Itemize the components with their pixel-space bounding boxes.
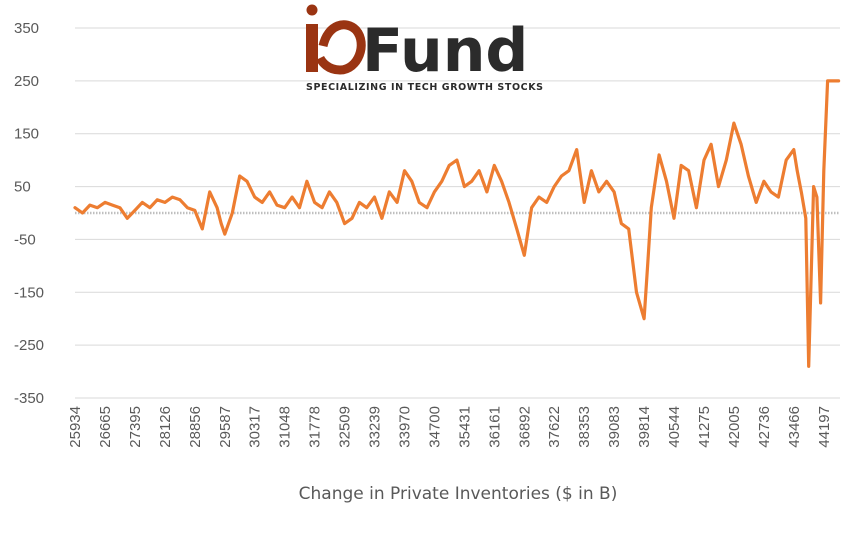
y-axis-ticks: 350 250 150 50 -50 -150 -250 -350	[14, 20, 44, 407]
x-tick-label: 39814	[636, 406, 653, 448]
gridlines	[75, 27, 840, 399]
x-tick-label: 36161	[486, 406, 503, 448]
logo-mark-icon	[306, 4, 366, 75]
x-tick-label: 25934	[67, 406, 84, 448]
y-tick-label: 350	[14, 20, 39, 37]
x-tick-label: 35431	[456, 406, 473, 448]
x-tick-label: 34700	[426, 406, 443, 448]
x-tick-label: 28126	[157, 406, 174, 448]
x-tick-label: 42736	[756, 406, 773, 448]
x-tick-label: 42005	[726, 406, 743, 448]
x-tick-label: 26665	[97, 406, 114, 448]
x-tick-label: 33239	[366, 406, 383, 448]
y-tick-label: 50	[14, 179, 31, 196]
x-axis-ticks: 25934 26665 27395 28126 28856 29587 30317 31048…	[67, 406, 833, 448]
x-tick-label: 36892	[516, 406, 533, 448]
logo-brand-text: Fund	[362, 16, 528, 86]
y-tick-label: 250	[14, 73, 39, 90]
y-tick-label: -150	[14, 284, 44, 301]
x-tick-label: 37622	[546, 406, 563, 448]
x-tick-label: 41275	[696, 406, 713, 448]
series-line	[73, 79, 841, 368]
x-tick-label: 29587	[217, 406, 234, 448]
x-tick-label: 44197	[816, 406, 833, 448]
x-tick-label: 33970	[396, 406, 413, 448]
x-tick-label: 38353	[576, 406, 593, 448]
x-tick-label: 43466	[786, 406, 803, 448]
y-tick-label: -250	[14, 337, 44, 354]
x-tick-label: 32509	[337, 406, 354, 448]
y-tick-label: 150	[14, 126, 39, 143]
x-tick-label: 31778	[307, 406, 324, 448]
x-tick-label: 40544	[666, 406, 683, 448]
x-tick-label: 31048	[277, 406, 294, 448]
y-tick-label: -350	[14, 390, 44, 407]
logo-tagline: SPECIALIZING IN TECH GROWTH STOCKS	[306, 82, 544, 93]
x-tick-label: 28856	[187, 406, 204, 448]
x-tick-label: 27395	[127, 406, 144, 448]
logo: Fund SPECIALIZING IN TECH GROWTH STOCKS	[306, 4, 544, 93]
x-tick-label: 39083	[606, 406, 623, 448]
x-tick-label: 30317	[247, 406, 264, 448]
x-axis-label: Change in Private Inventories ($ in B)	[299, 484, 618, 504]
y-tick-label: -50	[14, 231, 36, 248]
